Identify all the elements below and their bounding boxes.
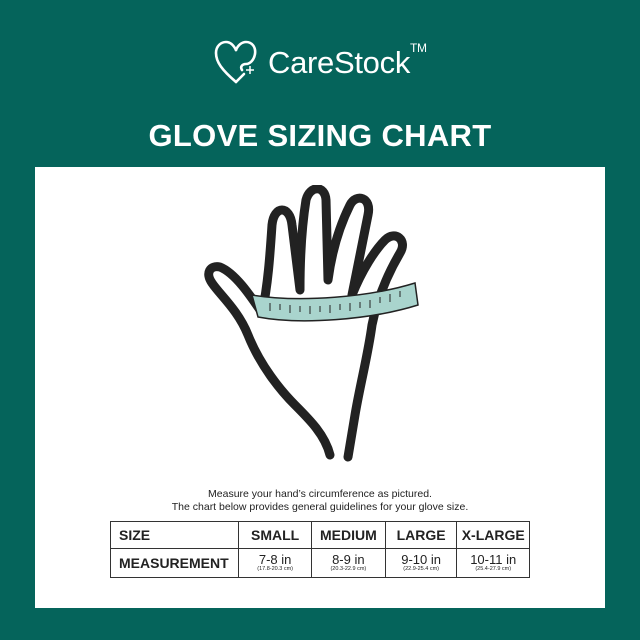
chart-panel: Measure your hand’s circumference as pic… xyxy=(35,167,605,608)
size-row: SIZE SMALL MEDIUM LARGE X-LARGE xyxy=(109,521,530,549)
brand-name: CareStockTM xyxy=(268,41,427,80)
measurement-row: MEASUREMENT 7-8 in (17.8-20.3 cm) 8-9 in(… xyxy=(109,548,530,578)
measurement-large: 9-10 in (22.9-25.4 cm) xyxy=(384,548,458,578)
measurement-medium: 8-9 in (20.3-22.9 cm) xyxy=(310,548,386,578)
size-header: SIZE xyxy=(109,521,240,549)
sizing-table: SIZE SMALL MEDIUM LARGE X-LARGE MEASUREM… xyxy=(109,521,530,578)
instruction-line: Measure your hand’s circumference as pic… xyxy=(208,488,432,500)
logo: CareStockTM xyxy=(212,38,427,88)
page-title: GLOVE SIZING CHART xyxy=(148,118,492,153)
measurement-small: 7-8 in (17.8-20.3 cm) xyxy=(238,548,312,578)
size-xlarge: X-LARGE xyxy=(456,521,530,549)
instructions: Measure your hand’s circumference as pic… xyxy=(35,488,605,514)
size-medium: MEDIUM xyxy=(310,521,386,549)
heart-plus-icon xyxy=(214,40,257,84)
size-small: SMALL xyxy=(238,521,312,549)
hand-measure-illustration xyxy=(204,185,419,462)
instruction-line: The chart below provides general guideli… xyxy=(171,501,469,513)
measurement-xlarge: 10-11 in (25.4-27.9 cm) xyxy=(456,548,530,578)
measurement-header: MEASUREMENT xyxy=(109,548,240,578)
size-large: LARGE xyxy=(384,521,458,549)
